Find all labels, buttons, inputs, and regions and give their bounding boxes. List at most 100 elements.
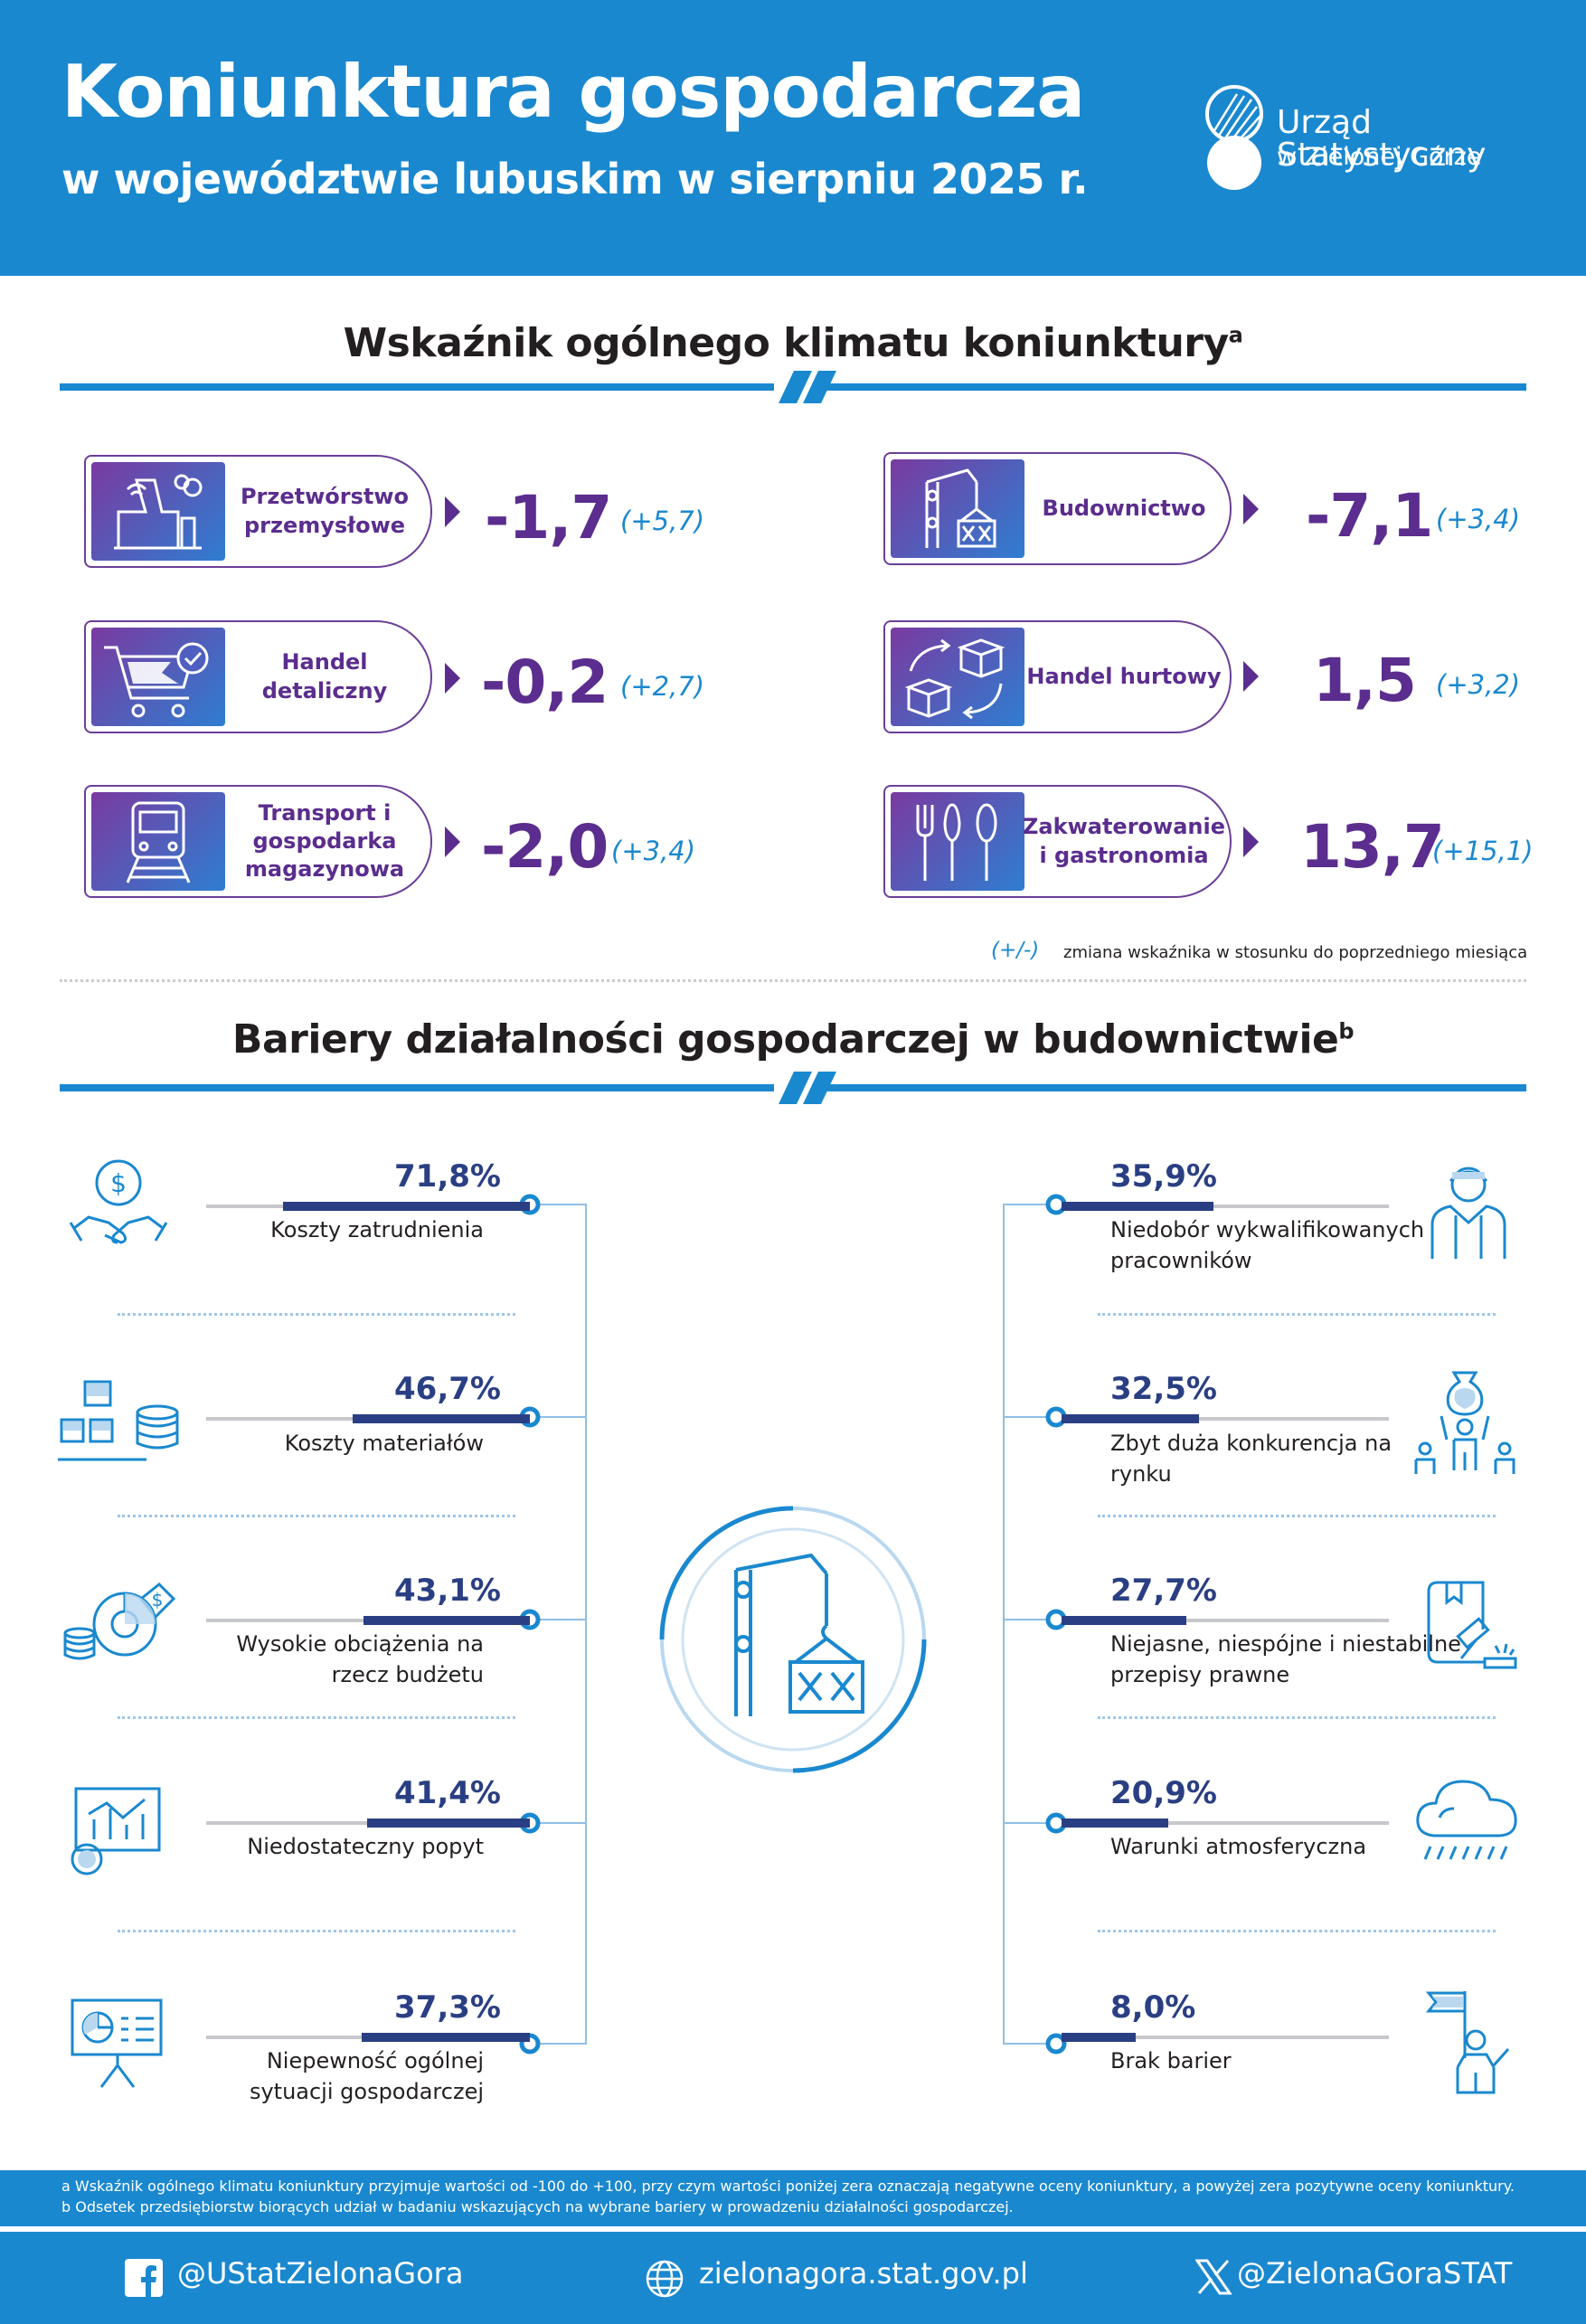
barrier-label: Niedobór wykwalifikowanych pracowników (1110, 1217, 1425, 1273)
bar-fill (363, 1616, 530, 1625)
bar-fill (1062, 1414, 1199, 1423)
indicator-card-retail: Handel detaliczny (84, 620, 432, 733)
barrier-percent: 8,0% (1110, 1989, 1196, 2026)
competition-icon (1414, 1371, 1515, 1474)
section2-title: Bariery działalności gospodarczej w budo… (231, 1016, 1355, 1063)
footer: @UStatZielonaGora zielonagora.stat.gov.p… (0, 2232, 1586, 2324)
indicator-card-manufacturing: Przetwórstwo przemysłowe (84, 455, 432, 568)
footnote-b: b Odsetek przedsiębiorstw biorących udzi… (61, 2198, 1014, 2216)
section2-divider (60, 1072, 1526, 1104)
indicator-label: Handel hurtowy (1026, 663, 1222, 689)
indicator-change: (+3,4) (611, 836, 696, 866)
globe-icon (646, 2260, 684, 2298)
train-icon (126, 801, 191, 883)
footnote-a: a Wskaźnik ogólnego klimatu koniunktury … (61, 2178, 1515, 2195)
bar-fill (1062, 2033, 1136, 2042)
bar-fill (362, 2033, 530, 2042)
indicator-value: -0,2 (481, 647, 609, 717)
bar-fill (1062, 1202, 1213, 1211)
section1-divider (60, 371, 1526, 403)
svg-text:$: $ (110, 1168, 127, 1198)
arrow-icon (1243, 661, 1259, 692)
barrier-percent: 46,7% (394, 1371, 501, 1407)
law-gavel-icon (1427, 1581, 1517, 1669)
barrier-label: Niejasne, niespójne i niestabilne przepi… (1110, 1631, 1461, 1687)
barrier-label: Wysokie obciążenia na rzecz budżetu (236, 1631, 484, 1687)
arrow-icon (445, 663, 460, 694)
indicator-label: Przetwórstwo przemysłowe (240, 484, 410, 538)
indicator-label: Transport i gospodarka magazynowa (244, 799, 405, 883)
flag-person-icon (1425, 1991, 1510, 2094)
crane-icon (925, 468, 996, 548)
page-subtitle: w województwie lubuskim w sierpniu 2025 … (61, 155, 1089, 203)
indicator-label: Budownictwo (1042, 495, 1206, 521)
section-separator (60, 979, 1526, 982)
barrier-label: Brak barier (1110, 2048, 1232, 2074)
bar-fill (1062, 1819, 1168, 1828)
barrier-label: Warunki atmosferyczna (1110, 1834, 1367, 1859)
materials-coins-icon (58, 1380, 179, 1461)
barrier-label: Niepewność ogólnej sytuacji gospodarczej (249, 2048, 484, 2104)
x-logo-icon[interactable] (1195, 2259, 1232, 2295)
barrier-percent: 41,4% (394, 1775, 501, 1811)
indicator-value: -7,1 (1306, 481, 1433, 551)
legend-text: zmiana wskaźnika w stosunku do poprzedni… (1063, 943, 1528, 962)
boxes-exchange-icon (904, 638, 1005, 720)
svg-text:$: $ (152, 1589, 164, 1611)
presentation-chart-icon (71, 1787, 161, 1875)
indicator-card-transport: Transport i gospodarka magazynowa (84, 785, 432, 898)
bar-fill (1062, 1616, 1186, 1625)
arrow-icon (445, 496, 460, 527)
indicator-card-construction: Budownictwo (883, 452, 1232, 565)
website-link[interactable]: zielonagora.stat.gov.pl (699, 2256, 1028, 2291)
barrier-label: Niedostateczny popyt (247, 1834, 484, 1859)
bar-fill (353, 1414, 530, 1423)
pie-chart-coins-icon: $ (63, 1582, 176, 1660)
barrier-percent: 27,7% (1110, 1573, 1217, 1609)
us-logo-icon (1205, 85, 1263, 190)
indicator-change: (+15,1) (1432, 836, 1534, 866)
x-link[interactable]: @ZielonaGoraSTAT (1237, 2256, 1513, 2291)
arrow-icon (445, 827, 460, 857)
barrier-label: Zbyt duża konkurencja na rynku (1110, 1431, 1392, 1487)
legend-symbol: (+/-) (991, 939, 1040, 962)
shopping-cart-icon (104, 642, 209, 718)
factory-icon (114, 474, 203, 550)
header-banner: Koniunktura gospodarcza w województwie l… (0, 0, 1586, 276)
barrier-label: Koszty zatrudnienia (270, 1217, 484, 1242)
worker-icon (1430, 1167, 1506, 1259)
indicator-change: (+3,4) (1436, 504, 1521, 534)
facebook-link[interactable]: @UStatZielonaGora (177, 2256, 464, 2291)
indicator-label: Handel detaliczny (261, 649, 388, 704)
indicator-change: (+3,2) (1436, 669, 1521, 700)
section1-title: Wskaźnik ogólnego klimatu koniunkturya (343, 320, 1243, 366)
barrier-percent: 43,1% (394, 1573, 501, 1609)
indicator-value: -1,7 (485, 483, 612, 553)
crane-emblem-icon (659, 1506, 927, 1773)
handshake-money-icon: $ (69, 1159, 168, 1244)
indicator-value: -2,0 (481, 812, 609, 882)
indicator-card-wholesale: Handel hurtowy (883, 620, 1232, 733)
arrow-icon (1243, 494, 1259, 524)
arrow-icon (1243, 827, 1259, 857)
page-title: Koniunktura gospodarcza (61, 50, 1085, 134)
barrier-label: Koszty materiałów (284, 1431, 484, 1456)
board-pie-icon (71, 1998, 163, 2088)
barrier-percent: 20,9% (1110, 1775, 1217, 1811)
barrier-percent: 37,3% (394, 1989, 501, 2026)
barrier-percent: 32,5% (1110, 1371, 1217, 1407)
barrier-percent: 71,8% (394, 1158, 501, 1195)
barrier-percent: 35,9% (1110, 1158, 1217, 1195)
facebook-icon[interactable] (125, 2259, 163, 2297)
indicator-card-accommodation: Zakwaterowanie i gastronomia (883, 785, 1232, 898)
bar-fill (367, 1819, 530, 1828)
indicator-change: (+5,7) (620, 505, 705, 536)
indicator-value: 13,7 (1300, 812, 1445, 882)
logo-text-line2: w Zielonej Górze (1277, 143, 1482, 171)
footnotes: a Wskaźnik ogólnego klimatu koniunktury … (0, 2170, 1586, 2226)
indicator-value: 1,5 (1313, 646, 1417, 715)
logo-text-line1: Urząd Statystyczny (1277, 104, 1487, 174)
rain-cloud-icon (1416, 1780, 1517, 1860)
indicator-label: Zakwaterowanie i gastronomia (1023, 814, 1225, 868)
bar-fill (283, 1202, 530, 1211)
